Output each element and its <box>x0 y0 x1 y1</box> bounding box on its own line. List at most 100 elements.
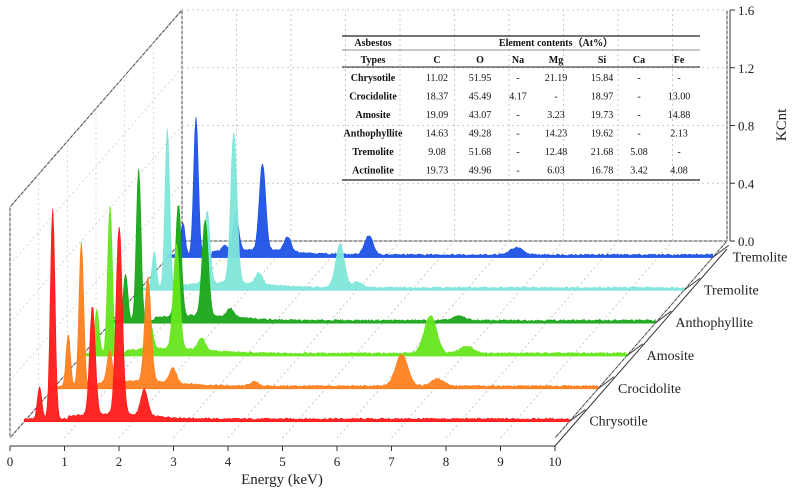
table-cell: 14.88 <box>668 110 691 121</box>
table-row-label: Actinolite <box>352 166 394 177</box>
spectrum-tremolite <box>138 128 685 291</box>
z-axis-line <box>554 248 728 447</box>
series-label: Amosite <box>647 349 694 364</box>
element-contents-table: Asbestos Element contents（At%） Types C O Na Mg… <box>342 35 700 181</box>
table-cell: 21.19 <box>545 73 568 84</box>
table-cell: 19.62 <box>591 129 614 140</box>
table-cell: 45.49 <box>469 92 492 103</box>
table-row-label: Chrysotile <box>351 73 396 84</box>
table-cell: - <box>677 73 680 84</box>
series-label-leader <box>712 245 729 258</box>
table-cell: 19.73 <box>591 110 614 121</box>
series-labels: Tremolite Tremolite Anthophyllite Amosite Cr… <box>569 245 788 430</box>
table-cell: 18.97 <box>591 92 614 103</box>
table-cell: - <box>637 92 640 103</box>
series-label: Tremolite <box>733 250 788 265</box>
table-cell: - <box>516 73 519 84</box>
table-cell: 3.42 <box>630 166 648 177</box>
y-tick-label: 1.2 <box>738 61 754 76</box>
side-wall-grid-line <box>9 67 183 266</box>
series-label: Tremolite <box>704 283 759 298</box>
table-cell: - <box>516 166 519 177</box>
table-cell: 21.68 <box>591 147 614 158</box>
y-tick-label: 0.8 <box>738 119 754 134</box>
table-column-header: Fe <box>674 55 685 66</box>
chart-axes: 0 1 2 3 4 5 6 7 8 9 10 Energy (keV) 0.0 0.4 0.8 1.2 1.6 K… <box>7 3 790 488</box>
x-tick-label: 3 <box>170 454 177 469</box>
table-column-header: O <box>476 55 484 66</box>
spectrum-anthophyllite <box>109 168 656 324</box>
series-label-leader <box>569 409 586 422</box>
table-cell: - <box>677 147 680 158</box>
table-cell: 11.02 <box>426 73 448 84</box>
floor-grid-line <box>227 240 401 439</box>
x-tick-label: 10 <box>549 454 562 469</box>
table-header-element-contents: Element contents（At%） <box>499 36 613 49</box>
table-cell: - <box>516 129 519 140</box>
x-tick-label: 2 <box>116 454 123 469</box>
x-axis-label: Energy (keV) <box>241 472 323 488</box>
table-cell: 51.68 <box>469 147 492 158</box>
x-tick-label: 7 <box>388 454 395 469</box>
table-header-asbestos: Asbestos <box>354 38 391 49</box>
table-cell: 12.48 <box>545 147 568 158</box>
table-row-label: Tremolite <box>352 147 394 158</box>
floor-grid-line <box>282 240 455 439</box>
table-cell: - <box>637 110 640 121</box>
series-label: Anthophyllite <box>675 316 753 331</box>
table-cell: 51.95 <box>469 73 492 84</box>
table-column-header: Ca <box>633 55 645 66</box>
table-cell: 4.17 <box>509 92 527 103</box>
x-tick-label: 8 <box>443 454 450 469</box>
series-label: Crocidolite <box>618 382 681 397</box>
series-label-leader <box>683 277 701 291</box>
spectrum-tremolite <box>167 117 714 258</box>
table-column-header: Si <box>598 55 607 66</box>
y-tick-label: 0.0 <box>738 234 754 249</box>
table-cell: 18.37 <box>426 92 449 103</box>
floor-grid-line <box>445 240 619 439</box>
table-cell: 14.23 <box>545 129 568 140</box>
spectra-series <box>23 117 714 422</box>
table-cell: 9.08 <box>428 147 446 158</box>
table-column-header: Mg <box>549 55 563 66</box>
table-row-label: Anthophyllite <box>344 129 403 140</box>
x-tick-label: 5 <box>279 454 286 469</box>
x-tick-label: 0 <box>7 454 14 469</box>
table-column-header: Na <box>512 55 524 66</box>
x-tick-label: 6 <box>334 454 341 469</box>
table-row-label: Amosite <box>356 110 392 121</box>
table-cell: 13.00 <box>668 92 691 103</box>
table-cell: 43.07 <box>469 110 492 121</box>
table-column-header: C <box>433 55 440 66</box>
series-label-leader <box>597 376 615 390</box>
table-cell: 19.73 <box>426 166 449 177</box>
table-cell: 4.08 <box>670 166 688 177</box>
table-row-label: Crocidolite <box>349 92 397 103</box>
table-cell: 14.63 <box>426 129 449 140</box>
y-tick-label: 0.4 <box>738 176 755 191</box>
series-label-leader <box>655 310 672 324</box>
side-wall-grid-line <box>9 182 183 381</box>
table-cell: - <box>637 73 640 84</box>
table-cell: 5.08 <box>630 147 648 158</box>
table-cell: - <box>516 147 519 158</box>
x-tick-label: 1 <box>61 454 68 469</box>
spectrum-chrysotile <box>23 209 570 422</box>
floor-grid-line <box>500 240 673 439</box>
spectrum-crocidolite <box>52 242 599 390</box>
table-cell: 3.23 <box>547 110 565 121</box>
table-column-header: Types <box>361 55 386 66</box>
floor-grid-line <box>118 240 292 439</box>
floor-grid-line <box>391 240 564 439</box>
spectrum-amosite <box>81 206 628 357</box>
floor-grid-line <box>554 240 728 439</box>
y-axis-label: KCnt <box>774 108 790 141</box>
y-tick-label: 1.6 <box>738 3 755 18</box>
table-cell: - <box>554 92 557 103</box>
table-cell: 15.84 <box>591 73 614 84</box>
table-cell: - <box>516 110 519 121</box>
series-label-leader <box>626 343 643 357</box>
table-cell: 49.96 <box>469 166 492 177</box>
